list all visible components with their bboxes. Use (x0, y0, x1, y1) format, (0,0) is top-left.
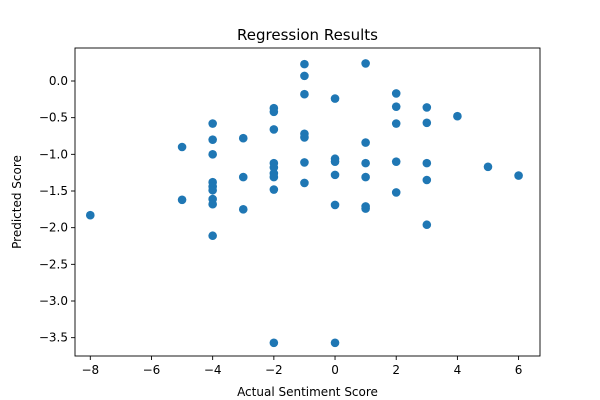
scatter-point (208, 150, 217, 159)
x-tick-label: 6 (515, 363, 523, 377)
x-tick-label: 2 (392, 363, 400, 377)
scatter-point (330, 157, 340, 166)
x-tick-label: −2 (265, 363, 283, 377)
scatter-point (453, 111, 462, 121)
scatter-point (208, 135, 217, 144)
scatter-point (269, 338, 279, 348)
scatter-point (300, 89, 309, 99)
scatter-point (208, 119, 217, 128)
scatter-point (422, 220, 432, 230)
y-tick-label: −1.5 (39, 184, 68, 198)
x-axis-label: Actual Sentiment Score (237, 385, 378, 399)
scatter-point (391, 188, 401, 197)
scatter-point (208, 185, 217, 195)
scatter-point (177, 142, 187, 152)
scatter-point (361, 204, 370, 213)
scatter-point (238, 172, 248, 182)
scatter-point (391, 89, 401, 98)
scatter-point (422, 175, 432, 185)
scatter-point (361, 138, 370, 147)
x-tick-label: −4 (204, 363, 222, 377)
scatter-point (269, 107, 279, 117)
scatter-point (330, 94, 340, 103)
scatter-point (238, 205, 248, 214)
scatter-point (422, 103, 432, 112)
scatter-point (330, 170, 340, 180)
y-tick-label: −3.5 (39, 331, 68, 345)
scatter-point (361, 59, 370, 68)
x-tick-label: −8 (81, 363, 99, 377)
scatter-point (300, 71, 309, 81)
scatter-point (422, 118, 432, 128)
y-tick-label: −1.0 (39, 147, 68, 161)
scatter-point (391, 119, 401, 128)
plot-frame (74, 47, 541, 357)
y-tick-label: −3.0 (39, 294, 68, 308)
x-tick-label: 0 (331, 363, 339, 377)
scatter-point (300, 59, 309, 69)
scatter-point (330, 200, 340, 210)
scatter-point (238, 133, 248, 143)
scatter-point (391, 157, 401, 166)
y-tick-label: −0.5 (39, 111, 68, 125)
scatter-point (391, 102, 401, 111)
x-axis-ticks: −8 −6 −4 −2 0 2 4 6 (81, 356, 522, 377)
scatter-point (514, 171, 523, 180)
scatter-point (269, 172, 279, 182)
y-tick-label: 0.0 (49, 74, 68, 88)
y-axis-label: Predicted Score (10, 155, 24, 249)
scatter-point (361, 172, 370, 182)
chart-title: Regression Results (237, 26, 378, 44)
scatter-point (208, 199, 217, 209)
y-tick-label: −2.0 (39, 221, 68, 235)
scatter-point (300, 158, 309, 167)
scatter-point (300, 178, 309, 188)
scatter-point (361, 158, 370, 168)
scatter-point (85, 210, 95, 220)
scatter-point (269, 125, 279, 134)
scatter-point (422, 158, 432, 168)
y-axis-ticks: 0.0 −0.5 −1.0 −1.5 −2.0 −2.5 −3.0 −3.5 (39, 74, 75, 345)
data-points (85, 59, 523, 348)
y-tick-label: −2.5 (39, 257, 68, 271)
scatter-point (330, 338, 340, 348)
scatter-point (483, 162, 493, 172)
scatter-point (269, 185, 279, 194)
x-tick-label: −6 (143, 363, 161, 377)
scatter-point (300, 133, 309, 142)
scatter-point (208, 231, 217, 241)
scatter-point (177, 195, 187, 205)
x-tick-label: 4 (454, 363, 462, 377)
